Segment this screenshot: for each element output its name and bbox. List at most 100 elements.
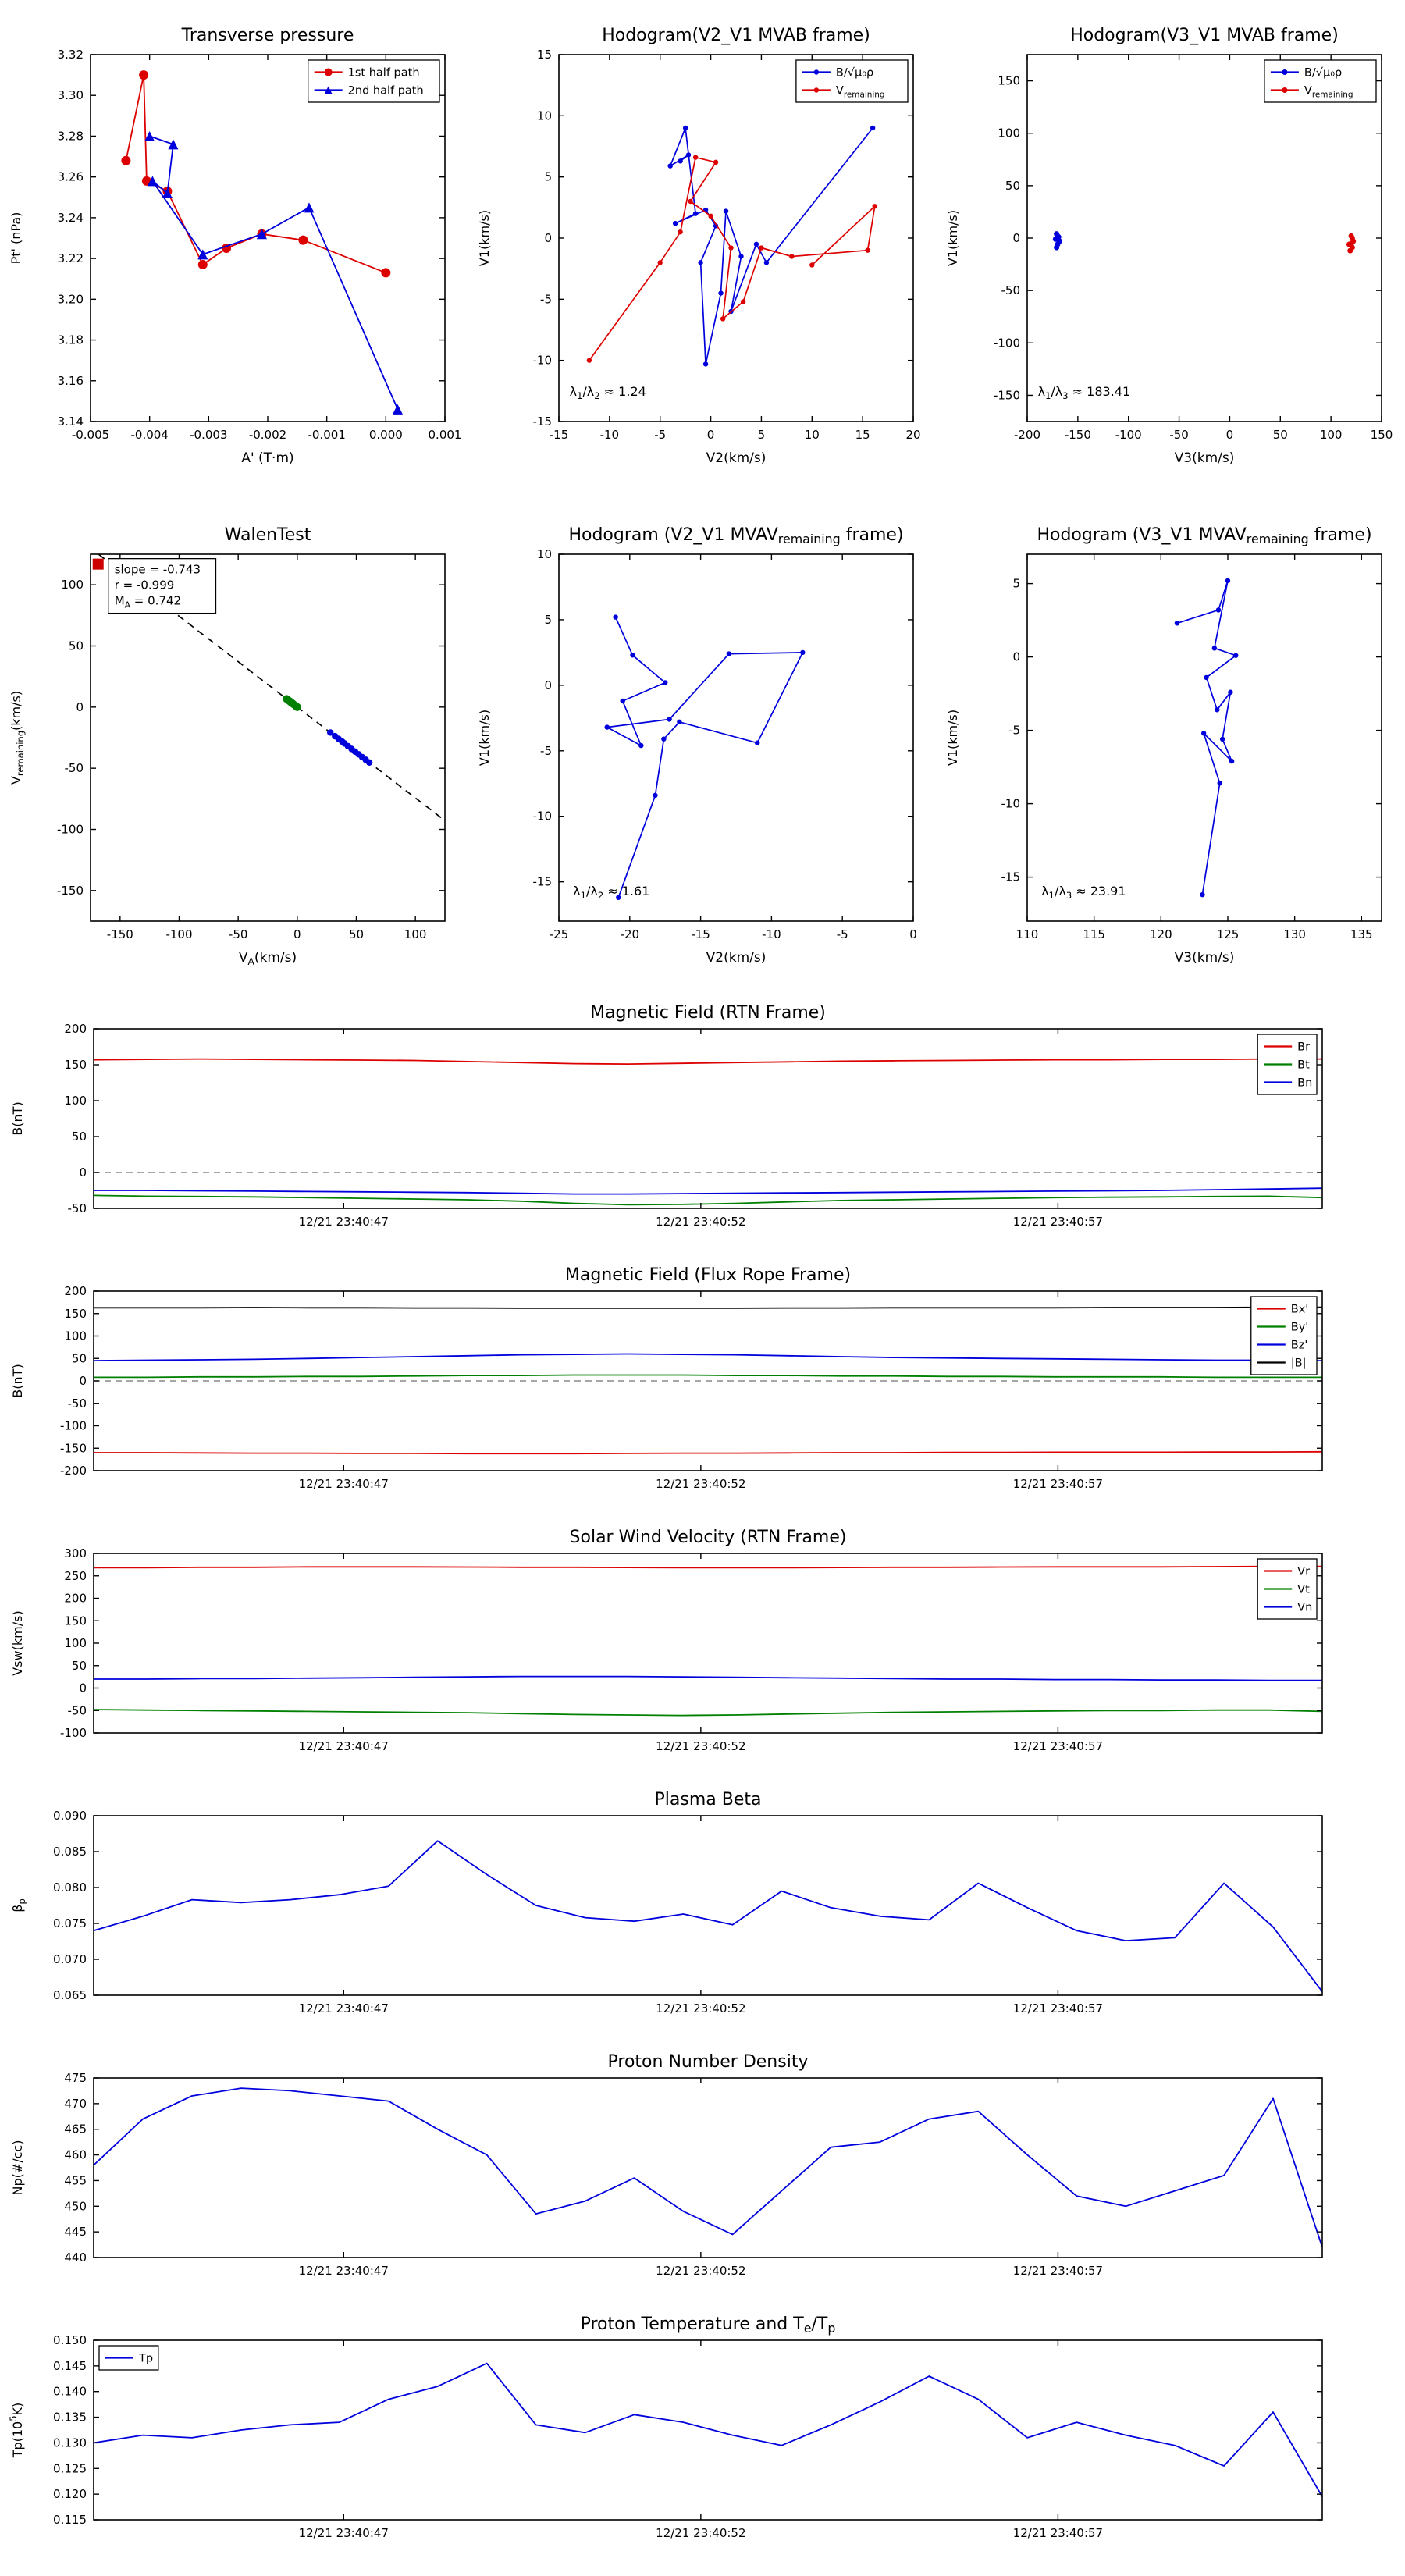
y-axis-label: V1(km/s) — [477, 210, 492, 266]
legend-label: Bz' — [1291, 1340, 1308, 1352]
chart-hodogram-v2v1-mvab: -15 -10 -5 0 5 10 15 20 -15 -10 -5 0 5 10 15 Hodogram(V… — [468, 0, 937, 500]
x-tick-label: 120 — [1150, 927, 1172, 941]
x-tick-label: -200 — [1014, 428, 1040, 442]
x-axis-label: V2(km/s) — [706, 950, 767, 966]
series-line — [94, 1353, 1322, 1361]
plot-plasma_beta: 12/21 23:40:47 12/21 23:40:52 12/21 23:40:… — [10, 1790, 1323, 2016]
x-tick-label: -50 — [1169, 428, 1189, 442]
y-tick-label: -50 — [1001, 283, 1021, 297]
y-tick-label: 0.130 — [53, 2435, 87, 2450]
x-tick-label: 0 — [909, 927, 917, 941]
plot-area — [94, 1840, 1322, 1992]
x-tick-label: 0 — [293, 927, 301, 941]
x-tick-label: 135 — [1350, 927, 1373, 941]
y-tick-label: 150 — [64, 1058, 87, 1072]
y-tick-label: -200 — [60, 1464, 87, 1478]
axes-frame — [1026, 553, 1382, 922]
chart-proton-temperature: 12/21 23:40:47 12/21 23:40:52 12/21 23:40:… — [0, 2311, 1405, 2573]
series-line — [94, 1840, 1322, 1992]
y-tick-label: -100 — [60, 1419, 87, 1433]
series-line — [94, 1187, 1322, 1195]
x-tick-label: -20 — [621, 927, 640, 941]
x-tick-label: -0.004 — [130, 428, 168, 442]
x-tick-label: -0.001 — [308, 428, 345, 442]
x-tick-label: 12/21 23:40:47 — [299, 2264, 389, 2278]
legend-label: Bt — [1297, 1059, 1310, 1072]
x-tick-label: 0 — [1226, 428, 1234, 442]
plot-area — [94, 1058, 1322, 1206]
plot-area — [98, 554, 442, 819]
x-tick-label: 12/21 23:40:52 — [656, 2001, 745, 2016]
chart-magnetic-field-fluxrope: 12/21 23:40:47 12/21 23:40:52 12/21 23:40:… — [0, 1261, 1405, 1524]
y-axis-label: Pt' (nPa) — [9, 212, 23, 265]
x-axis-label: V3(km/s) — [1175, 950, 1235, 966]
legend-label: |B| — [1291, 1357, 1307, 1370]
y-axis-label: Np(#/cc) — [10, 2140, 25, 2196]
legend-label: B/√μ₀ρ — [1304, 67, 1342, 80]
chart-plasma-beta: 12/21 23:40:47 12/21 23:40:52 12/21 23:40:… — [0, 1786, 1405, 2048]
y-axis-label: V1(km/s) — [477, 710, 492, 766]
y-tick-label: -5 — [540, 292, 552, 306]
legend-label: Bx' — [1291, 1304, 1309, 1316]
y-tick-label: 200 — [64, 1022, 87, 1036]
plot-walen_test: -150 -100 -50 0 50 100 -150 -100 -50 0 50 100 WalenT… — [9, 525, 446, 967]
chart-title: Solar Wind Velocity (RTN Frame) — [570, 1528, 847, 1547]
y-axis-label: V1(km/s) — [945, 210, 960, 266]
plot-vsw_rtn: 12/21 23:40:47 12/21 23:40:52 12/21 23:40:… — [10, 1528, 1323, 1753]
y-tick-label: 100 — [61, 578, 84, 592]
y-axis-label: Vremaining(km/s) — [9, 691, 26, 785]
series-line — [94, 1374, 1322, 1379]
y-tick-label: 10 — [537, 547, 552, 561]
legend-label: By' — [1291, 1322, 1309, 1334]
x-tick-label: 12/21 23:40:52 — [656, 1215, 745, 1229]
x-tick-label: -10 — [600, 428, 620, 442]
axes-frame — [1026, 54, 1382, 422]
x-axis-label: VA(km/s) — [239, 950, 297, 967]
series-line — [94, 1675, 1322, 1681]
series-line — [669, 127, 873, 365]
chart-title: Hodogram(V3_V1 MVAB frame) — [1070, 26, 1339, 45]
y-tick-label: -50 — [68, 1201, 87, 1215]
series-line — [94, 1194, 1322, 1206]
y-axis-label: βp — [10, 1898, 27, 1912]
plot-mag_rtn: 12/21 23:40:47 12/21 23:40:52 12/21 23:40:… — [10, 1003, 1323, 1229]
chart-walen-test: -150 -100 -50 0 50 100 -150 -100 -50 0 50 100 WalenT… — [0, 500, 468, 999]
chart-title: Plasma Beta — [655, 1790, 762, 1809]
x-tick-label: -150 — [1065, 428, 1091, 442]
legend-label: Vn — [1297, 1602, 1312, 1614]
axes-frame — [558, 553, 914, 922]
annotation-line: r = -0.999 — [115, 578, 175, 592]
y-tick-label: 0 — [76, 700, 84, 714]
y-tick-label: 465 — [64, 2122, 87, 2137]
chart-title: WalenTest — [225, 525, 311, 545]
series-line — [149, 135, 399, 410]
x-tick-label: 15 — [855, 428, 870, 442]
axes-frame — [558, 54, 914, 422]
plot-hodogram_v3v1_mvav: 110 115 120 125 130 135 -15 -10 -5 0 5 Hodogram (V3… — [945, 525, 1382, 966]
y-tick-label: -100 — [994, 336, 1020, 350]
annotation-line: slope = -0.743 — [115, 563, 201, 577]
x-tick-label: 125 — [1217, 927, 1240, 941]
axes-frame — [93, 1815, 1323, 1996]
y-tick-label: -50 — [68, 1397, 87, 1411]
y-tick-label: -150 — [994, 388, 1020, 402]
y-tick-label: 0 — [1012, 231, 1020, 245]
series-line — [1176, 579, 1237, 895]
y-tick-label: 0.080 — [53, 1880, 87, 1895]
chart-title: Hodogram(V2_V1 MVAB frame) — [602, 26, 870, 45]
y-tick-label: 0.090 — [53, 1809, 87, 1823]
series-line — [94, 1058, 1322, 1065]
chart-title: Hodogram (V3_V1 MVAVremaining frame) — [1037, 525, 1371, 546]
y-tick-label: 200 — [64, 1592, 87, 1606]
y-tick-label: 250 — [64, 1569, 87, 1583]
plot-area — [94, 1565, 1322, 1717]
x-tick-label: 100 — [404, 927, 427, 941]
annotation: λ1/λ2 ≈ 1.24 — [570, 384, 646, 401]
chart-title: Transverse pressure — [181, 26, 354, 45]
legend — [795, 59, 909, 103]
y-tick-label: -10 — [533, 354, 553, 368]
annotation-line: MA = 0.742 — [115, 594, 181, 610]
plot-hodogram_v3v1_mvab: -200 -150 -100 -50 0 50 100 150 -150 -100 -50 0 50 10… — [945, 26, 1393, 466]
x-tick-label: 12/21 23:40:52 — [656, 2264, 745, 2278]
